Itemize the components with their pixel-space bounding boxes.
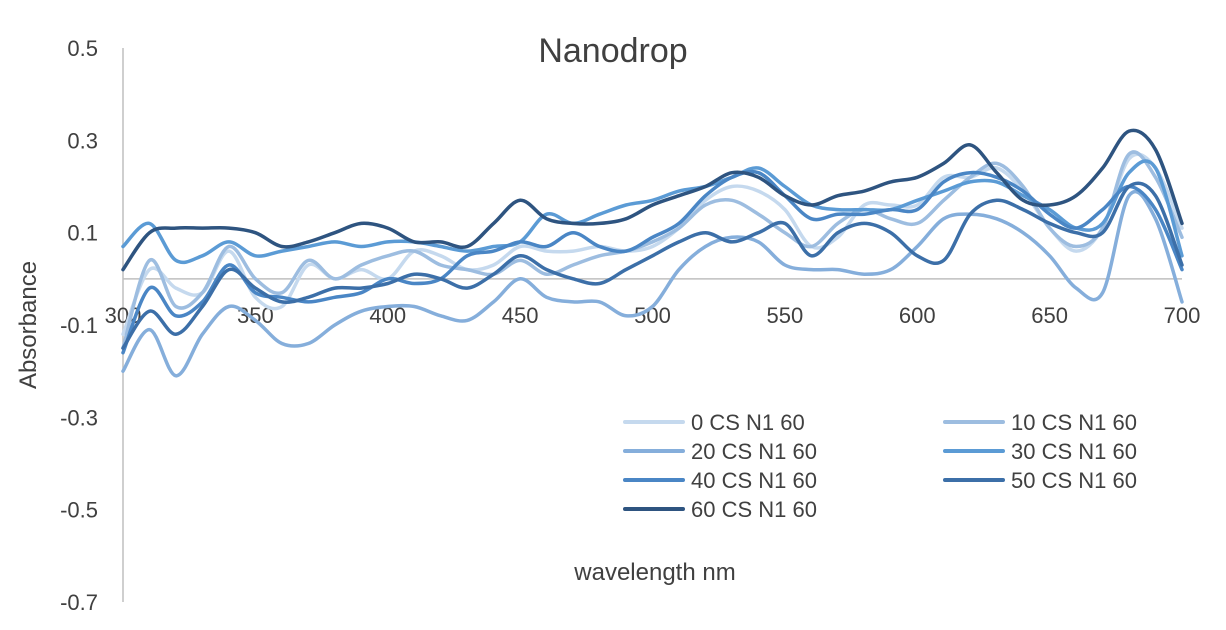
y-tick-label: -0.3 <box>60 405 98 430</box>
y-tick-label: 0.3 <box>67 128 98 153</box>
y-tick-labels: 0.5 0.3 0.1 -0.1 -0.3 -0.5 -0.7 <box>60 36 98 615</box>
series-line-2 <box>121 189 1184 378</box>
x-tick-label: 600 <box>899 303 936 328</box>
x-tick-label: 450 <box>502 303 539 328</box>
y-tick-label: -0.7 <box>60 590 98 615</box>
series-line-0 <box>121 152 1184 336</box>
legend: 0 CS N1 60 10 CS N1 60 20 CS N1 60 30 CS N1… <box>623 410 1137 522</box>
legend-label: 10 CS N1 60 <box>1011 410 1137 435</box>
legend-label: 30 CS N1 60 <box>1011 439 1137 464</box>
legend-label: 60 CS N1 60 <box>691 497 817 522</box>
x-tick-label: 550 <box>767 303 804 328</box>
y-tick-label: -0.5 <box>60 498 98 523</box>
legend-label: 0 CS N1 60 <box>691 410 805 435</box>
y-tick-label: 0.5 <box>67 36 98 61</box>
series-line-6 <box>121 128 1184 272</box>
x-axis-label: wavelength nm <box>573 559 735 586</box>
y-tick-label: 0.1 <box>67 221 98 246</box>
chart-title: Nanodrop <box>538 32 687 70</box>
legend-label: 40 CS N1 60 <box>691 468 817 493</box>
series-lines <box>121 128 1184 378</box>
x-tick-label: 650 <box>1031 303 1068 328</box>
x-tick-labels: 300 350 400 450 500 550 600 650 700 <box>105 303 1201 328</box>
y-tick-label: -0.1 <box>60 313 98 338</box>
series-line-1 <box>121 150 1184 350</box>
legend-label: 50 CS N1 60 <box>1011 468 1137 493</box>
series-line-5 <box>121 181 1184 350</box>
y-axis-label: Absorbance <box>15 261 42 389</box>
legend-label: 20 CS N1 60 <box>691 439 817 464</box>
x-tick-label: 700 <box>1164 303 1201 328</box>
